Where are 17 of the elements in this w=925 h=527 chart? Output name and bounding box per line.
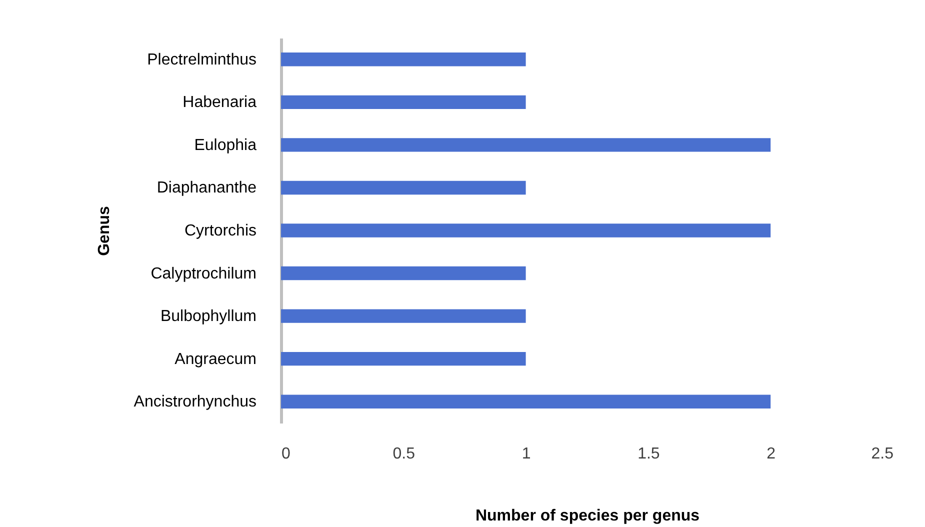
x-axis-title: Number of species per genus	[475, 508, 700, 524]
x-tick-label: 1.5	[638, 446, 660, 462]
y-tick-label: Ancistrorhynchus	[134, 394, 256, 411]
y-tick-label: Diaphananthe	[156, 180, 257, 197]
x-tick-label: 2.5	[871, 446, 894, 462]
x-tick-label: 0.5	[392, 446, 416, 462]
y-tick-label: Calyptrochilum	[150, 265, 256, 282]
y-tick-label: Plectrelminthus	[147, 51, 256, 68]
y-tick-label: Bulbophyllum	[160, 308, 256, 326]
x-tick-label: 2	[766, 446, 776, 462]
y-tick-label: Eulophia	[194, 136, 257, 154]
y-tick-label: Angraecum	[174, 350, 256, 368]
y-tick-label: Cyrtorchis	[184, 222, 256, 240]
y-tick-label: Habenaria	[182, 94, 257, 112]
x-tick-label: 1	[522, 446, 531, 462]
x-tick-label: 0	[282, 446, 290, 462]
y-axis-title: Genus	[96, 206, 113, 256]
